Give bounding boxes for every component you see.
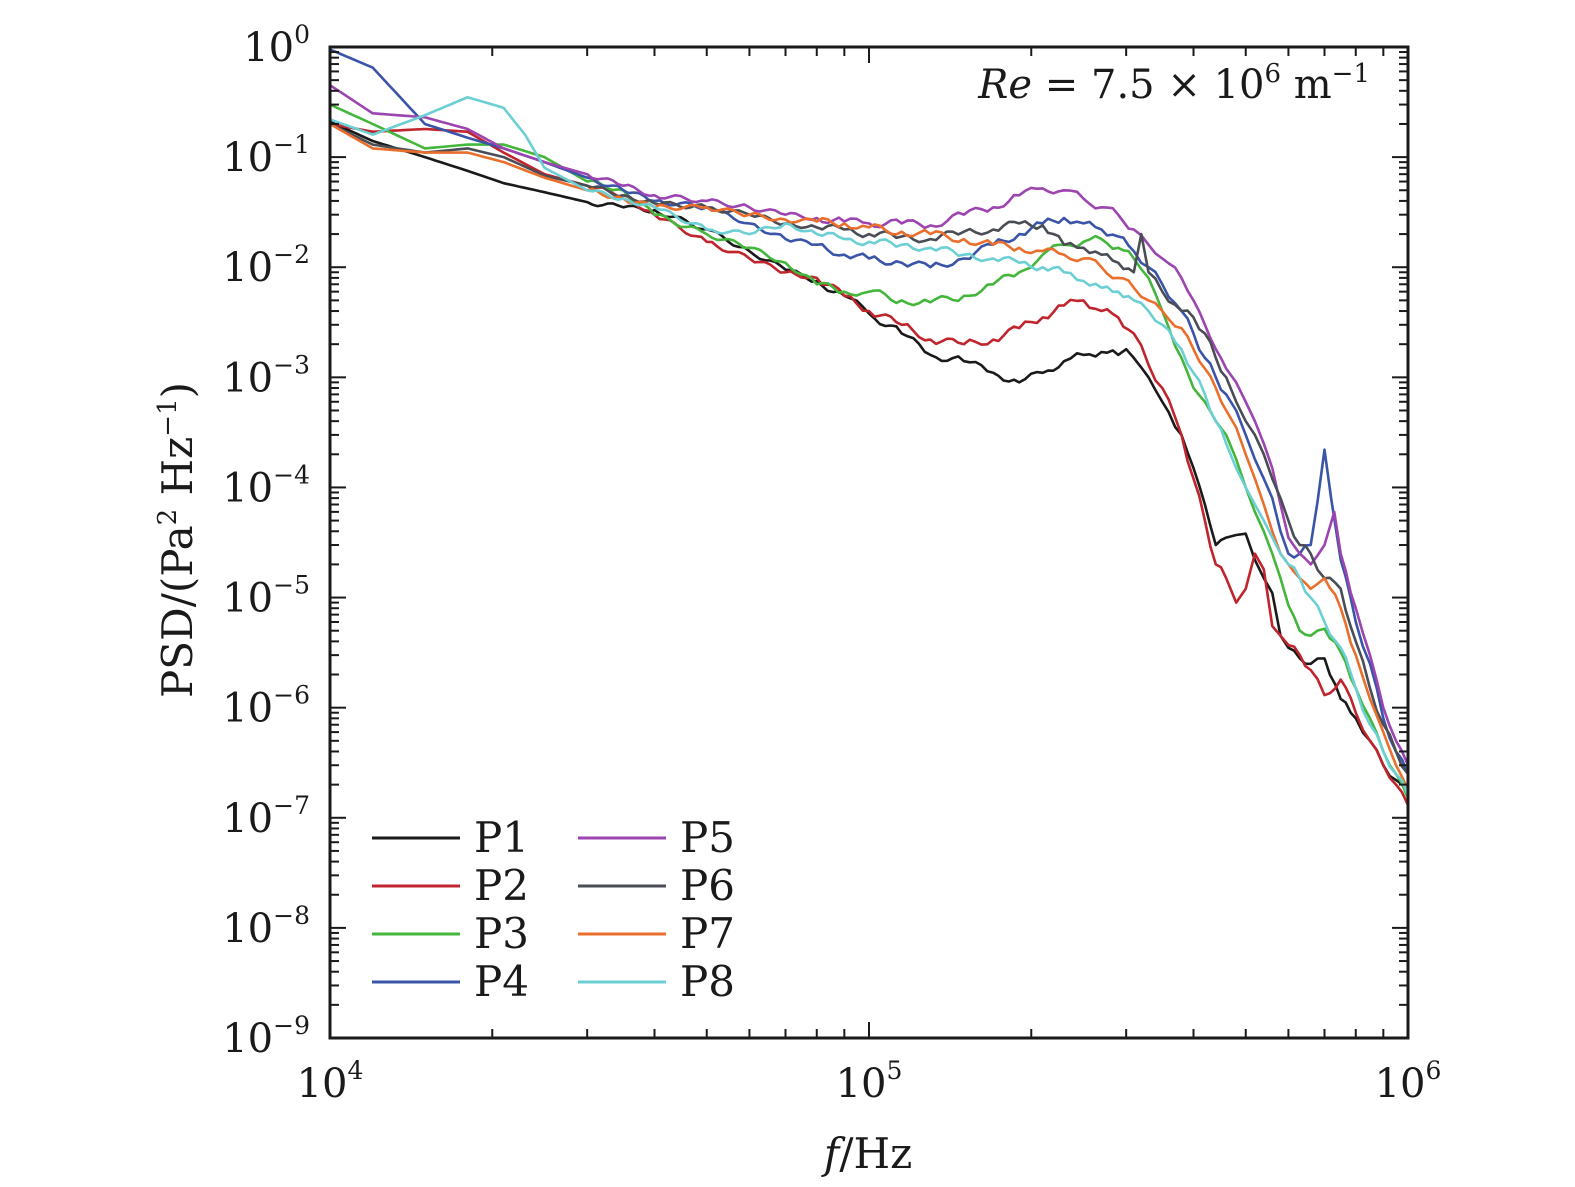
legend-label: P8	[680, 957, 735, 1006]
y-tick-label: 10−8	[222, 901, 310, 952]
series-line-p3	[330, 103, 1408, 799]
legend-item-p3: P3	[372, 909, 529, 958]
series-line-p5	[330, 84, 1408, 766]
y-tick-label: 10−7	[222, 791, 310, 842]
y-tick-label: 10−9	[222, 1011, 310, 1062]
y-axis-ticks	[330, 46, 1408, 1039]
legend-label: P1	[474, 813, 529, 862]
y-tick-label: 10−3	[222, 350, 310, 401]
series-line-p6	[330, 122, 1408, 775]
legend-label: P4	[474, 957, 529, 1006]
y-axis-tick-labels: 100 10−1 10−2 10−3 10−4 10−5 10−6 10−7 10−8 10−9	[222, 20, 310, 1062]
x-tick-label: 104	[297, 1056, 364, 1107]
legend-label: P2	[474, 861, 529, 910]
legend-label: P3	[474, 909, 529, 958]
svg-text:PSD/(Pa2 Hz−1): PSD/(Pa2 Hz−1)	[153, 382, 202, 698]
svg-text:Re = 7.5 × 106 m−1: Re = 7.5 × 106 m−1	[977, 59, 1370, 108]
x-axis-title: f/Hz	[821, 1129, 912, 1178]
legend-item-p8: P8	[578, 957, 735, 1006]
plot-area: 104 105 106 100 10−1 10−2 10−3 10−4 10−5 10−6 10−…	[222, 20, 1441, 1107]
legend-label: P7	[680, 909, 735, 958]
x-tick-label: 105	[836, 1056, 903, 1107]
y-tick-label: 10−1	[222, 130, 310, 181]
series-layer	[330, 48, 1408, 806]
x-axis-tick-labels: 104 105 106	[297, 1056, 1442, 1107]
x-axis-ticks	[329, 47, 1409, 1038]
y-tick-label: 100	[243, 20, 310, 71]
legend-item-p2: P2	[372, 861, 529, 910]
legend-label: P6	[680, 861, 735, 910]
annotation-reynolds: Re = 7.5 × 106 m−1	[977, 59, 1370, 108]
y-axis-title: PSD/(Pa2 Hz−1)	[153, 382, 202, 698]
y-tick-label: 10−6	[222, 681, 310, 732]
x-tick-label: 106	[1375, 1056, 1442, 1107]
series-line-p8	[330, 95, 1408, 796]
series-line-p1	[330, 120, 1408, 796]
legend-item-p5: P5	[578, 813, 735, 862]
legend-item-p7: P7	[578, 909, 735, 958]
y-tick-label: 10−5	[222, 571, 310, 622]
y-tick-label: 10−2	[222, 240, 310, 291]
series-line-p7	[330, 122, 1408, 791]
y-tick-label: 10−4	[222, 460, 310, 511]
legend-item-p6: P6	[578, 861, 735, 910]
legend-item-p1: P1	[372, 813, 529, 862]
legend-item-p4: P4	[372, 957, 529, 1006]
legend-label: P5	[680, 813, 735, 862]
series-line-p4	[330, 48, 1408, 775]
